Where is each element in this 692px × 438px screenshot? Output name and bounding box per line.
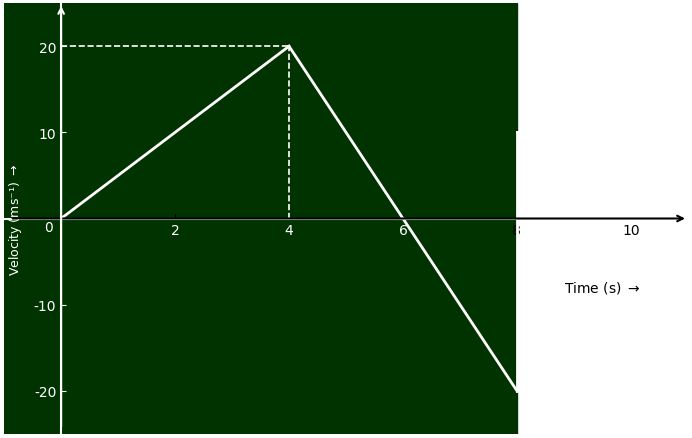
Text: 0: 0 — [44, 221, 53, 235]
Bar — [4, 4, 471, 434]
Bar — [471, 4, 517, 434]
Text: Velocity (ms⁻¹) $\rightarrow$: Velocity (ms⁻¹) $\rightarrow$ — [7, 163, 24, 275]
Text: Time (s) $\rightarrow$: Time (s) $\rightarrow$ — [564, 280, 641, 296]
